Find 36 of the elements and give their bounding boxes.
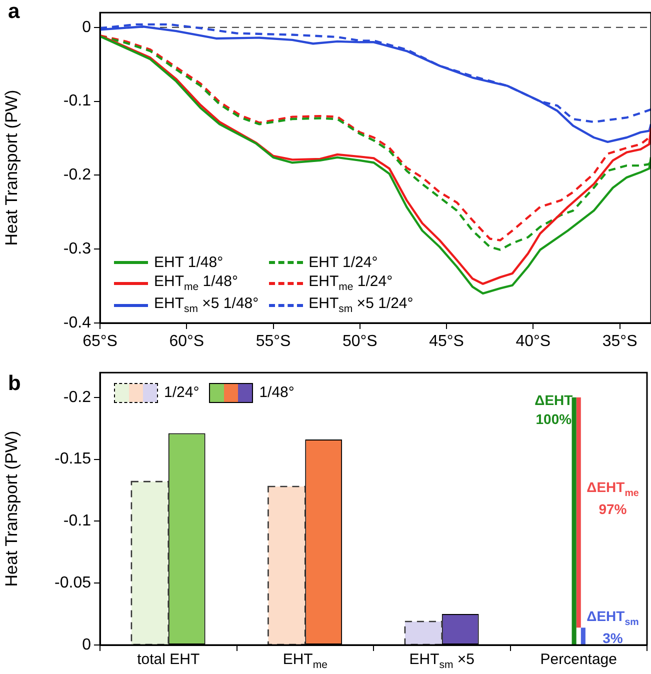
annotation: ΔEHT$_{sm}$ 3% <box>586 607 639 648</box>
legend-label: EHT$_{me}$ 1/48° <box>154 273 238 293</box>
legend-label: EHT$_{sm}$ ×5 1/48° <box>154 295 259 315</box>
y-tick-label: 0 <box>82 636 92 654</box>
legend-label: 1/48° <box>259 384 294 402</box>
y-tick-label: -0.3 <box>63 240 92 258</box>
y-tick-label: -0.4 <box>63 314 92 332</box>
y-axis-title: Heat Transport (PW) <box>2 90 21 246</box>
annotation: ΔEHT$_{me}$ 97% <box>586 478 639 520</box>
x-tick-label: EHT$_{sm}$ ×5 <box>409 651 475 671</box>
y-tick-label: -0.15 <box>54 450 92 468</box>
legend-label: EHT 1/24° <box>308 254 378 271</box>
y-tick-label: -0.2 <box>63 388 92 406</box>
x-tick-label: 55°S <box>256 333 291 350</box>
y-tick-label: 0 <box>82 18 92 36</box>
y-tick-label: -0.1 <box>63 92 92 110</box>
x-tick-label: 60°S <box>169 333 204 350</box>
x-tick-label: total EHT <box>137 651 200 668</box>
legend-label: EHT 1/48° <box>154 254 224 271</box>
chart-title: a <box>8 0 20 24</box>
y-tick-label: -0.05 <box>54 574 92 592</box>
annotation: ΔEHT 100% <box>534 390 573 429</box>
x-tick-label: Percentage <box>540 651 617 668</box>
legend-label: 1/24° <box>164 384 200 402</box>
legend-label: EHT$_{me}$ 1/24° <box>308 273 393 293</box>
x-tick-label: 45°S <box>429 333 464 350</box>
x-tick-label: 35°S <box>602 333 638 350</box>
y-axis-title: Heat Transport (PW) <box>2 430 21 587</box>
x-tick-label: 50°S <box>342 333 378 350</box>
x-tick-label: 40°S <box>516 333 551 350</box>
x-tick-label: EHT$_{me}$ <box>282 651 328 671</box>
x-tick-label: 65°S <box>82 333 118 350</box>
chart-title: b <box>8 372 21 396</box>
y-tick-label: -0.2 <box>63 166 92 184</box>
legend-label: EHT$_{sm}$ ×5 1/24° <box>308 295 414 315</box>
y-tick-label: -0.1 <box>63 512 92 530</box>
